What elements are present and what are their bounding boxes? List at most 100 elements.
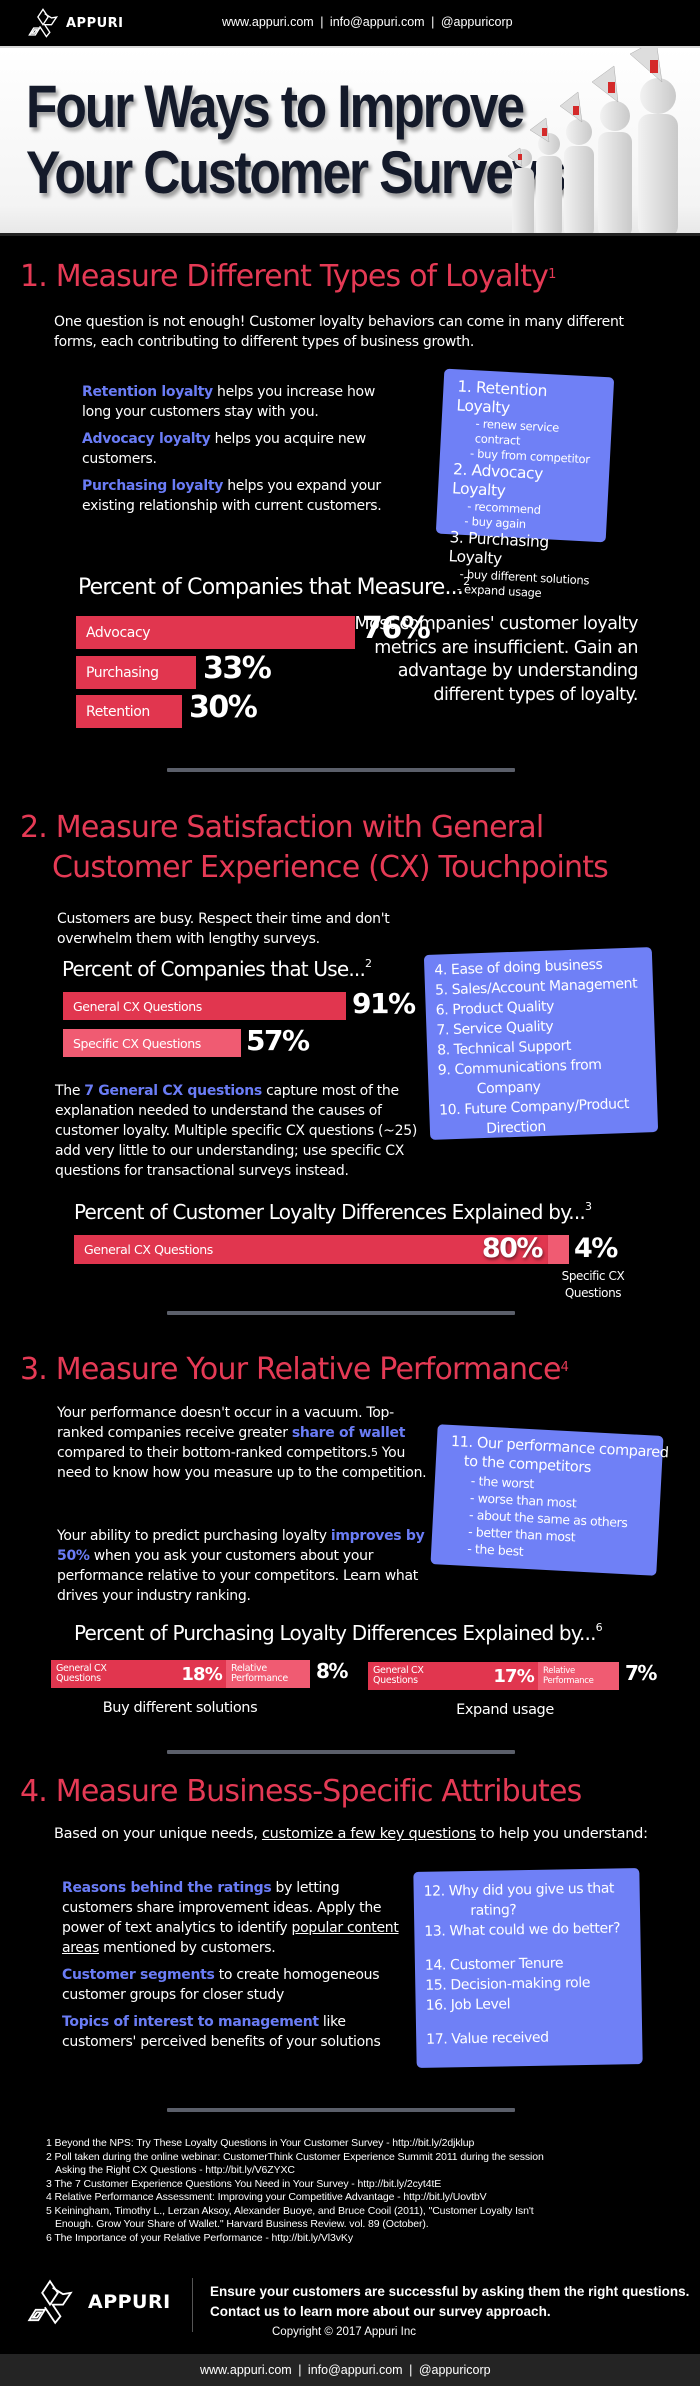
value-specific-cx: 57% bbox=[246, 1024, 310, 1057]
section-1-intro: One question is not enough! Customer loy… bbox=[54, 314, 624, 350]
value-buy-general-cx: 18% bbox=[181, 1663, 222, 1685]
brand-logo[interactable]: APPURI bbox=[26, 6, 124, 40]
caption-expand-usage: Expand usage bbox=[456, 1702, 554, 1718]
section-3-paragraph-2: Your ability to predict purchasing loyal… bbox=[57, 1526, 447, 1606]
value-advocacy: 76% bbox=[362, 611, 431, 646]
intro-text: to help you understand: bbox=[476, 1826, 648, 1842]
caption-line: Specific CX bbox=[561, 1269, 625, 1283]
footnote-ref: 2 bbox=[463, 575, 470, 588]
bar-expand-relative-performance: Relative Performance bbox=[538, 1662, 619, 1690]
paragraph-text: The bbox=[55, 1083, 85, 1099]
chart-title-text: Percent of Companies that Use... bbox=[62, 957, 366, 981]
value-general-cx-loyalty: 80% bbox=[481, 1233, 544, 1264]
bar-buy-relative-performance: Relative Performance bbox=[226, 1660, 310, 1688]
chart-2-title: Percent of Companies that Use...2 bbox=[62, 957, 372, 981]
email-link[interactable]: info@appuri.com bbox=[307, 2363, 403, 2377]
section-3-title: 3. Measure Your Relative Performance4 bbox=[20, 1350, 569, 1390]
separator: | bbox=[431, 15, 435, 29]
appuri-logo-icon bbox=[28, 8, 59, 38]
value-expand-relative-performance: 7% bbox=[625, 1661, 657, 1685]
footer-divider bbox=[192, 2278, 193, 2332]
card-item: 17. Value received bbox=[426, 2029, 549, 2048]
caption-line: Questions bbox=[564, 1286, 622, 1300]
paragraph-text: Your performance doesn't occur in a vacu… bbox=[57, 1405, 394, 1441]
website-link[interactable]: www.appuri.com bbox=[222, 15, 314, 29]
value-retention: 30% bbox=[189, 690, 258, 725]
point-text: helps you expand your existing relations… bbox=[82, 478, 382, 514]
megaphone-people-icon bbox=[507, 48, 678, 233]
point-segments: Customer segments to create homogeneous … bbox=[62, 1965, 402, 2005]
footnote: 1 Beyond the NPS: Try These Loyalty Ques… bbox=[46, 2137, 475, 2149]
value-expand-general-cx: 17% bbox=[493, 1665, 534, 1687]
business-attributes-card: 12. Why did you give us that rating? 13.… bbox=[413, 1868, 643, 2068]
point-text: like customers' perceived benefits of yo… bbox=[62, 2014, 381, 2050]
intro-text: Based on your unique needs, bbox=[54, 1826, 262, 1842]
point-text: by letting customers share improvement i… bbox=[62, 1880, 382, 1936]
footnotes: 1 Beyond the NPS: Try These Loyalty Ques… bbox=[46, 2137, 544, 2245]
value-buy-relative-performance: 8% bbox=[316, 1659, 348, 1683]
email-link[interactable]: info@appuri.com bbox=[329, 15, 425, 29]
chart-1-title: Percent of Companies that Measure...2 bbox=[78, 575, 470, 600]
bar-specific-cx: Specific CX Questions bbox=[63, 1029, 241, 1057]
cta-line: Contact us to learn more about our surve… bbox=[210, 2304, 551, 2319]
footnote-ref: 5 bbox=[370, 1446, 378, 1459]
footnote-ref: 1 bbox=[548, 267, 556, 282]
section-2-title-line-2: Customer Experience (CX) Touchpoints bbox=[52, 850, 609, 885]
bar-specific-cx-loyalty bbox=[548, 1235, 569, 1264]
general-cx-questions-card: 4. Ease of doing business 5. Sales/Accou… bbox=[423, 947, 659, 1140]
point-highlight: Customer segments bbox=[62, 1967, 215, 1983]
section-divider bbox=[167, 2108, 515, 2112]
footnote-ref: 4 bbox=[560, 1360, 569, 1375]
section-1-points: Retention loyalty helps you increase how… bbox=[82, 382, 402, 516]
chart-4-title: Percent of Purchasing Loyalty Difference… bbox=[74, 1621, 603, 1645]
copyright: Copyright © 2017 Appuri Inc bbox=[272, 2326, 417, 2338]
customize-questions-link[interactable]: customize a few key questions bbox=[261, 1826, 476, 1842]
point-advocacy: Advocacy loyalty helps you acquire new c… bbox=[82, 429, 402, 469]
paragraph-highlight: improves by 50% bbox=[57, 1528, 425, 1564]
section-2-intro: Customers are busy. Respect their time a… bbox=[57, 911, 390, 947]
brand-name: APPURI bbox=[88, 2291, 171, 2313]
website-link[interactable]: www.appuri.com bbox=[200, 2363, 292, 2377]
twitter-link[interactable]: @appuricorp bbox=[440, 15, 513, 29]
point-purchasing: Purchasing loyalty helps you expand your… bbox=[82, 476, 402, 516]
footnote: 3 The 7 Customer Experience Questions Yo… bbox=[46, 2177, 442, 2190]
section-4-points: Reasons behind the ratings by letting cu… bbox=[62, 1878, 402, 2052]
point-highlight: Topics of interest to management bbox=[62, 2014, 319, 2030]
footnote-ref: 6 bbox=[595, 1621, 603, 1634]
top-bar: APPURI www.appuri.com | info@appuri.com … bbox=[0, 0, 700, 46]
footnote: 5 Keiningham, Timothy L., Lerzan Aksoy, … bbox=[46, 2204, 534, 2217]
paragraph-text: compared to their bottom-ranked competit… bbox=[57, 1445, 371, 1461]
appuri-logo-icon bbox=[27, 2279, 73, 2325]
page-title: Four Ways to Improve Your Customer Surve… bbox=[26, 73, 567, 206]
section-3-title-text: 3. Measure Your Relative Performance bbox=[20, 1352, 561, 1387]
bar-advocacy: Advocacy bbox=[76, 616, 355, 649]
specific-cx-caption: Specific CX Questions bbox=[556, 1268, 630, 1302]
section-divider bbox=[167, 1311, 515, 1315]
twitter-link[interactable]: @appuricorp bbox=[418, 2363, 491, 2377]
bar-label: General CX Questions bbox=[84, 1242, 213, 1257]
paragraph-text: You need to know how you measure up to t… bbox=[57, 1445, 427, 1481]
title-line-1: Four Ways to Improve bbox=[26, 73, 525, 140]
point-topics: Topics of interest to management like cu… bbox=[62, 2012, 402, 2052]
value-purchasing: 33% bbox=[203, 651, 272, 686]
point-text: mentioned by customers. bbox=[99, 1940, 276, 1956]
bar-general-cx: General CX Questions bbox=[63, 992, 346, 1020]
point-highlight: Purchasing loyalty bbox=[82, 478, 224, 494]
point-text: helps you increase how long your custome… bbox=[82, 384, 375, 420]
chart-3-title: Percent of Customer Loyalty Differences … bbox=[74, 1200, 592, 1224]
value-general-cx: 91% bbox=[352, 987, 416, 1020]
section-4-intro: Based on your unique needs, customize a … bbox=[54, 1824, 674, 1844]
relative-performance-card: 11. Our performance compared to the comp… bbox=[430, 1424, 669, 1576]
section-2-paragraph: The 7 General CX questions capture most … bbox=[55, 1081, 435, 1181]
header-contact: www.appuri.com | info@appuri.com | @appu… bbox=[222, 15, 513, 29]
caption-buy-different-solutions: Buy different solutions bbox=[102, 1700, 258, 1716]
point-text: helps you acquire new customers. bbox=[82, 431, 366, 467]
paragraph-highlight: 7 General CX questions bbox=[84, 1083, 262, 1099]
popular-content-areas-link[interactable]: popular content areas bbox=[62, 1920, 399, 1956]
footnote: 4 Relative Performance Assessment: Impro… bbox=[46, 2191, 487, 2203]
bar-retention: Retention bbox=[76, 695, 182, 728]
chart-title-text: Percent of Purchasing Loyalty Difference… bbox=[74, 1621, 596, 1645]
cta-line: Ensure your customers are successful by … bbox=[210, 2284, 690, 2299]
footer-brand-logo[interactable]: APPURI bbox=[22, 2276, 171, 2328]
